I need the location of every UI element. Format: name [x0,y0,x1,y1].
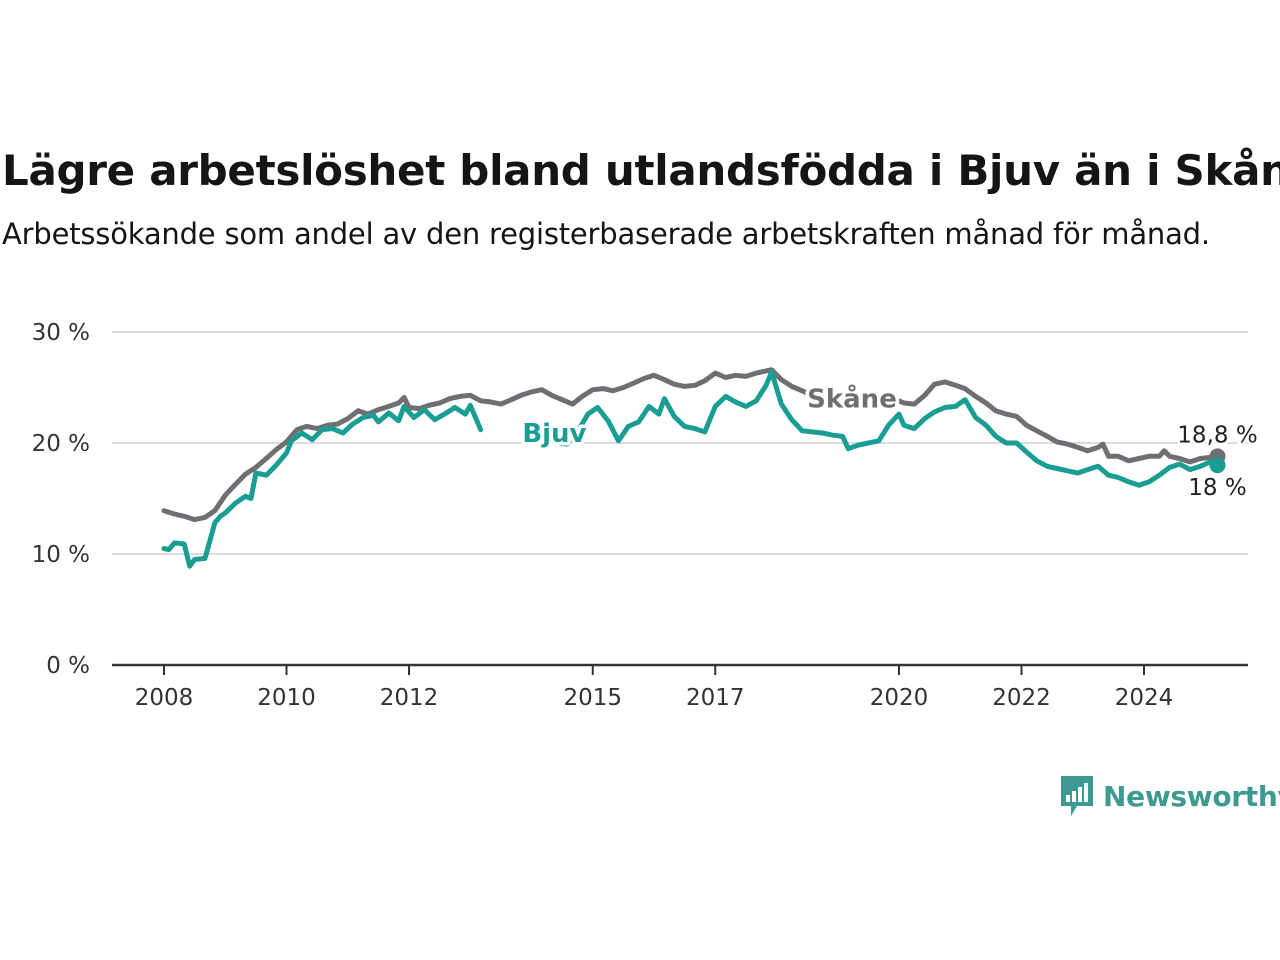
chart-subtitle: Arbetssökande som andel av den registerb… [2,217,1210,251]
chart-title: Lägre arbetslöshet bland utlandsfödda i … [2,146,1280,195]
brand-logo: Newsworthy [1059,773,1280,819]
y-tick-label: 0 % [46,653,90,679]
x-tick-label: 2010 [257,685,316,711]
x-tick-label: 2020 [870,685,929,711]
series-line-bjuv [161,402,484,569]
end-point-marker [1209,457,1226,474]
y-tick-label: 30 % [32,320,90,346]
series-line-bjuv [554,369,1220,488]
end-value-label: 18 % [1188,475,1246,501]
series-label: Bjuv [522,419,586,449]
x-tick-label: 2017 [686,685,745,711]
series-line-skane [161,367,1220,523]
x-tick-label: 2022 [992,685,1051,711]
x-tick-label: 2012 [380,685,439,711]
line-chart: 0 % 10 % 20 % 30 % 2008 2010 2012 2015 2017 2020 2… [31,320,1258,711]
x-tick-label: 2015 [563,685,622,711]
series-label: Skåne [807,383,897,415]
y-tick-label: 10 % [32,542,90,568]
end-value-label: 18,8 % [1177,422,1257,448]
x-tick-label: 2008 [135,685,194,711]
y-tick-label: 20 % [32,431,90,457]
brand-name: Newsworthy [1103,779,1280,813]
x-tick-label: 2024 [1115,685,1174,711]
newsworthy-logo-icon [1061,776,1093,816]
